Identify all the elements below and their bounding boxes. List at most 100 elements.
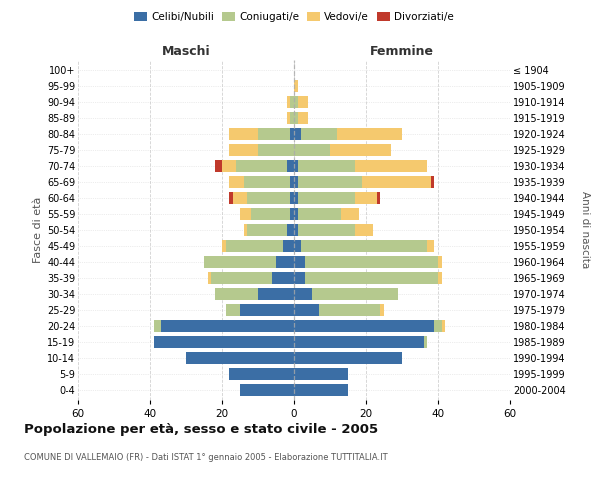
Bar bbox=[251, 208, 290, 220]
Bar bbox=[229, 144, 258, 156]
Bar bbox=[222, 160, 236, 172]
Bar bbox=[380, 304, 384, 316]
Bar bbox=[298, 160, 355, 172]
Bar bbox=[287, 160, 294, 172]
Bar bbox=[233, 192, 247, 204]
Bar bbox=[294, 368, 348, 380]
Bar bbox=[294, 272, 305, 284]
Bar bbox=[294, 304, 319, 316]
Bar bbox=[240, 384, 294, 396]
Text: COMUNE DI VALLEMAIO (FR) - Dati ISTAT 1° gennaio 2005 - Elaborazione TUTTITALIA.: COMUNE DI VALLEMAIO (FR) - Dati ISTAT 1°… bbox=[24, 452, 388, 462]
Bar bbox=[301, 128, 337, 140]
Bar bbox=[272, 272, 294, 284]
Bar bbox=[226, 240, 283, 252]
Bar bbox=[362, 176, 431, 188]
Bar bbox=[377, 192, 380, 204]
Bar bbox=[229, 368, 294, 380]
Bar bbox=[236, 160, 287, 172]
Bar bbox=[298, 112, 308, 124]
Legend: Celibi/Nubili, Coniugati/e, Vedovi/e, Divorziati/e: Celibi/Nubili, Coniugati/e, Vedovi/e, Di… bbox=[130, 8, 458, 26]
Text: Popolazione per età, sesso e stato civile - 2005: Popolazione per età, sesso e stato civil… bbox=[24, 422, 378, 436]
Bar bbox=[290, 192, 294, 204]
Bar bbox=[287, 96, 290, 108]
Bar bbox=[290, 112, 294, 124]
Bar bbox=[294, 240, 301, 252]
Bar bbox=[298, 224, 355, 236]
Bar bbox=[290, 208, 294, 220]
Bar bbox=[294, 112, 298, 124]
Bar bbox=[211, 272, 272, 284]
Bar bbox=[294, 288, 312, 300]
Bar bbox=[258, 288, 294, 300]
Bar bbox=[240, 304, 294, 316]
Bar bbox=[438, 256, 442, 268]
Y-axis label: Fasce di età: Fasce di età bbox=[32, 197, 43, 263]
Bar bbox=[287, 112, 290, 124]
Bar bbox=[294, 208, 298, 220]
Bar bbox=[276, 256, 294, 268]
Bar bbox=[312, 288, 398, 300]
Bar bbox=[229, 128, 258, 140]
Bar bbox=[294, 128, 301, 140]
Bar bbox=[283, 240, 294, 252]
Bar bbox=[294, 192, 298, 204]
Bar bbox=[424, 336, 427, 348]
Bar bbox=[290, 128, 294, 140]
Bar bbox=[294, 256, 305, 268]
Bar bbox=[290, 176, 294, 188]
Bar bbox=[298, 96, 308, 108]
Y-axis label: Anni di nascita: Anni di nascita bbox=[580, 192, 590, 268]
Bar bbox=[330, 144, 391, 156]
Bar bbox=[301, 240, 427, 252]
Bar bbox=[226, 304, 240, 316]
Bar bbox=[337, 128, 402, 140]
Bar bbox=[298, 208, 341, 220]
Bar bbox=[427, 240, 434, 252]
Bar bbox=[258, 144, 294, 156]
Bar bbox=[341, 208, 359, 220]
Bar bbox=[298, 192, 355, 204]
Bar bbox=[154, 320, 161, 332]
Bar bbox=[204, 256, 276, 268]
Bar bbox=[294, 336, 424, 348]
Bar bbox=[305, 272, 438, 284]
Bar bbox=[154, 336, 294, 348]
Bar bbox=[244, 176, 290, 188]
Bar bbox=[294, 80, 298, 92]
Bar bbox=[229, 192, 233, 204]
Bar bbox=[186, 352, 294, 364]
Bar bbox=[319, 304, 380, 316]
Bar bbox=[287, 224, 294, 236]
Bar bbox=[294, 176, 298, 188]
Bar bbox=[294, 352, 402, 364]
Bar bbox=[298, 176, 362, 188]
Bar bbox=[208, 272, 211, 284]
Bar bbox=[294, 144, 330, 156]
Bar bbox=[215, 288, 258, 300]
Bar bbox=[161, 320, 294, 332]
Bar bbox=[355, 224, 373, 236]
Bar bbox=[222, 240, 226, 252]
Bar bbox=[442, 320, 445, 332]
Bar bbox=[247, 224, 287, 236]
Bar bbox=[438, 272, 442, 284]
Text: Maschi: Maschi bbox=[161, 44, 211, 58]
Bar bbox=[294, 384, 348, 396]
Bar bbox=[305, 256, 438, 268]
Bar bbox=[290, 96, 294, 108]
Bar bbox=[294, 96, 298, 108]
Bar bbox=[215, 160, 222, 172]
Text: Femmine: Femmine bbox=[370, 44, 434, 58]
Bar bbox=[240, 208, 251, 220]
Bar bbox=[431, 176, 434, 188]
Bar bbox=[355, 192, 377, 204]
Bar bbox=[294, 224, 298, 236]
Bar bbox=[434, 320, 442, 332]
Bar bbox=[229, 176, 244, 188]
Bar bbox=[355, 160, 427, 172]
Bar bbox=[247, 192, 290, 204]
Bar bbox=[294, 160, 298, 172]
Bar bbox=[294, 320, 434, 332]
Bar bbox=[258, 128, 290, 140]
Bar bbox=[244, 224, 247, 236]
